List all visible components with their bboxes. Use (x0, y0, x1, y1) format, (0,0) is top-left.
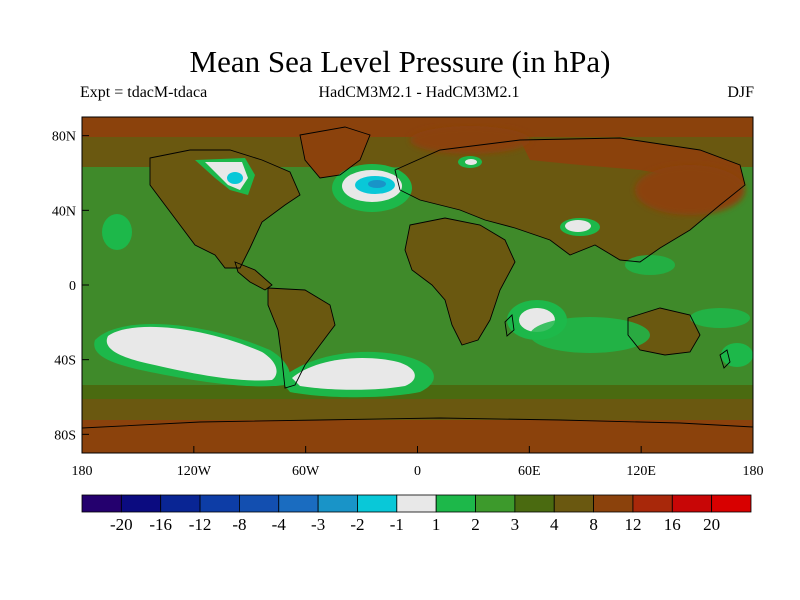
colorbar-swatch (357, 494, 398, 513)
lat-tick-label: 40N (52, 204, 76, 219)
colorbar-label: -20 (110, 515, 133, 534)
colorbar-label: 12 (624, 515, 641, 534)
latitude-axis: 80N 40N 0 40S 80S (52, 130, 89, 443)
longitude-axis: 180 120W 60W 0 60E 120E 180 (72, 446, 764, 479)
south-atlantic-anomaly-core (292, 357, 415, 390)
lon-tick-label: 180 (743, 464, 764, 479)
lon-tick-label: 180 (72, 464, 93, 479)
pressure-field (82, 117, 753, 453)
north-america-land (150, 150, 300, 268)
coral-sea-green-blob (690, 308, 750, 328)
pacific-green-blob (102, 214, 132, 250)
colorbar-swatch (396, 494, 437, 513)
colorbar-swatch (81, 494, 122, 513)
map-title: Mean Sea Level Pressure (in hPa) (189, 44, 611, 79)
colorbar-swatch (632, 494, 673, 513)
model-label: HadCM3M2.1 - HadCM3M2.1 (318, 84, 520, 101)
colorbar-label: -4 (272, 515, 287, 534)
colorbar-label: 8 (589, 515, 598, 534)
colorbar-swatch (160, 494, 201, 513)
colorbar-label: -2 (350, 515, 364, 534)
lon-tick-label: 0 (414, 464, 421, 479)
scandinavia-low-core (465, 159, 477, 165)
lon-tick-label: 120W (177, 464, 212, 479)
colorbar-swatch (553, 494, 594, 513)
lon-tick-label: 60E (518, 464, 541, 479)
colorbar-label: -8 (232, 515, 246, 534)
lon-tick-label: 60W (292, 464, 320, 479)
pacific-high-north (635, 165, 745, 215)
arctic-band-high (82, 117, 753, 137)
experiment-label: Expt = tdacM-tdaca (80, 84, 208, 101)
maritime-green-blob (625, 255, 675, 275)
colorbar: -20 -16 -12 -8 -4 -3 -2 -1 1 2 3 4 8 12 16 20 (81, 494, 752, 534)
colorbar-label: 3 (511, 515, 520, 534)
colorbar-label: 1 (432, 515, 441, 534)
colorbar-swatch (514, 494, 555, 513)
colorbar-swatch (120, 494, 162, 513)
colorbar-swatch (593, 494, 634, 513)
nordic-high (410, 126, 530, 154)
colorbar-swatch (317, 494, 358, 513)
season-label: DJF (727, 84, 754, 101)
colorbar-label: 16 (664, 515, 681, 534)
colorbar-label: 20 (703, 515, 720, 534)
colorbar-label: 4 (550, 515, 559, 534)
central-america-land (235, 262, 272, 290)
lat-tick-label: 0 (69, 279, 76, 294)
south-pacific-anomaly-core (106, 326, 277, 381)
lat-tick-label: 80N (52, 130, 76, 145)
colorbar-label: -12 (189, 515, 212, 534)
colorbar-label: 2 (471, 515, 480, 534)
colorbar-swatch (199, 494, 240, 513)
lat-tick-label: 40S (54, 354, 76, 369)
colorbar-swatch (239, 494, 280, 513)
colorbar-label: -16 (149, 515, 172, 534)
tibet-low-core (565, 220, 591, 232)
colorbar-label: -1 (390, 515, 404, 534)
colorbar-swatch (475, 494, 516, 513)
coastlines (82, 126, 753, 429)
africa-land (405, 218, 515, 345)
canada-low-core (227, 172, 243, 184)
colorbar-swatch (711, 494, 752, 513)
colorbar-swatch (671, 494, 713, 513)
north-atlantic-low-center (368, 180, 386, 188)
colorbar-swatch (278, 494, 319, 513)
australia-land (628, 308, 700, 355)
colorbar-label: -3 (311, 515, 325, 534)
colorbar-swatch (435, 494, 476, 513)
lon-tick-label: 120E (626, 464, 656, 479)
tasman-green-blob (721, 343, 753, 367)
lat-tick-label: 80S (54, 428, 76, 443)
indian-ocean-green (530, 317, 650, 353)
